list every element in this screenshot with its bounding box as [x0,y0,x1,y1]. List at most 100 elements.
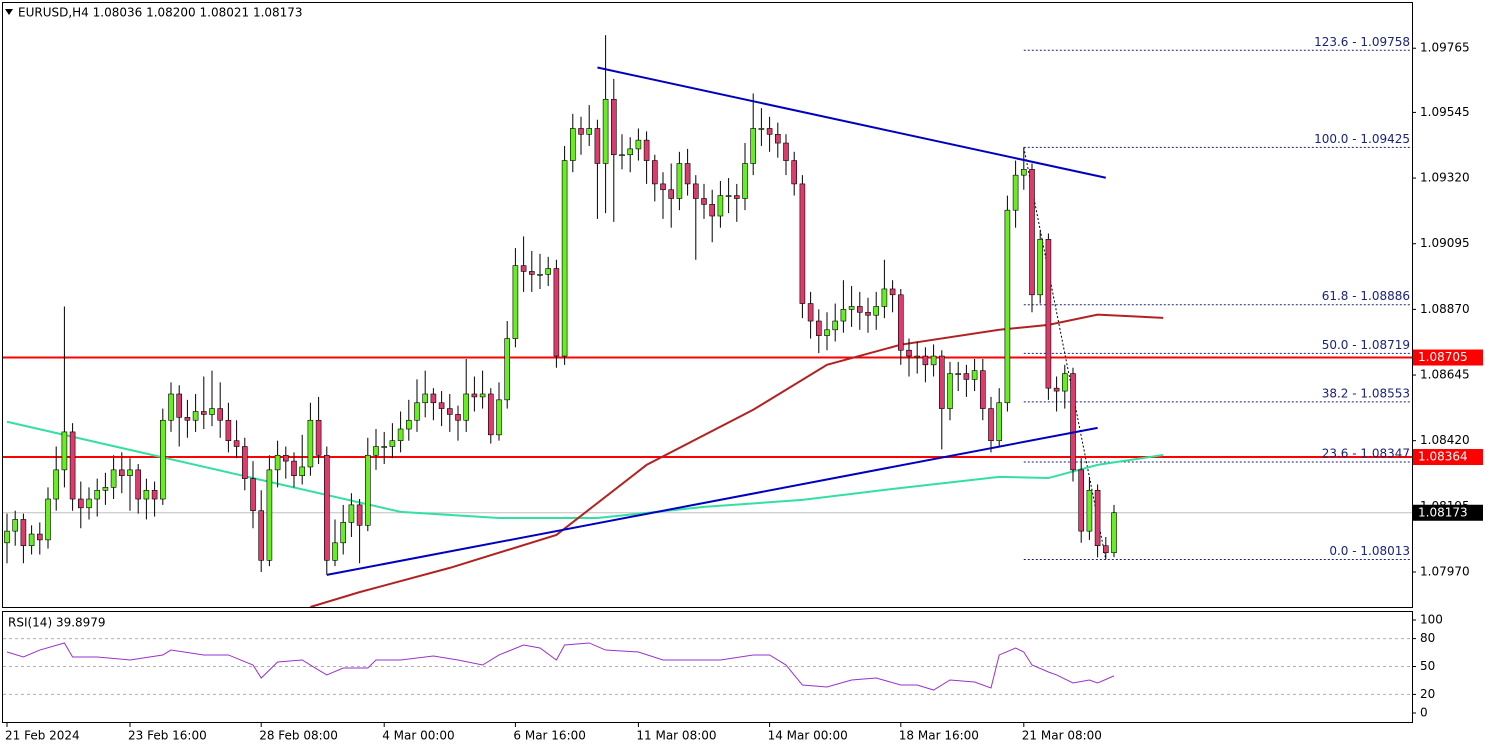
candle-body [332,542,338,561]
candle-body [463,393,470,421]
rsi-tick-label: 0 [1420,706,1428,720]
candle-body [127,469,133,476]
candle-body [881,288,888,307]
candle-body [266,469,273,561]
candle-body [414,402,420,421]
x-tick-label: 4 Mar 00:00 [382,729,455,743]
rsi-tick-label: 20 [1420,687,1435,701]
trend-line [326,426,1098,576]
candle-body [151,489,158,500]
x-tick-label: 21 Feb 2024 [5,729,80,743]
candle-body [438,402,445,409]
candle-body [824,329,830,336]
x-tick-label: 23 Feb 16:00 [128,729,207,743]
candle-body [496,399,502,436]
candle-body [750,128,757,164]
candle-body [906,349,912,357]
candle-body [1078,469,1084,532]
candle-body [914,355,921,358]
candle-body [889,288,896,296]
y-tick-label: 1.08420 [1420,433,1470,447]
fib-label: 100.0 - 1.09425 [1314,132,1410,146]
chart-title: EURUSD,H4 1.08036 1.08200 1.08021 1.0817… [18,6,303,20]
fib-label: 38.2 - 1.08553 [1322,386,1410,400]
candle-body [1004,209,1011,404]
candle-body [356,504,363,526]
candle-body [446,408,453,415]
candle-body [586,128,593,135]
candle-body [545,268,552,275]
candle-body [364,454,371,526]
candle-body [725,195,732,197]
candle-body [315,419,322,456]
candle-body [389,440,396,447]
candle-body [865,311,871,316]
candle-body [774,134,781,144]
candle-body [201,411,207,415]
y-tick-label: 1.08870 [1420,302,1470,316]
candle-body [783,142,789,161]
candle-body [340,522,347,544]
candle-body [12,519,18,532]
candle-body [135,469,141,500]
candle-body [86,498,92,509]
x-tick-label: 21 Mar 08:00 [1022,729,1102,743]
candle-body [373,446,379,456]
last-price-label: 1.08173 [1418,505,1468,519]
candle-body [225,419,232,441]
candle-body [610,98,617,156]
candle-body [192,411,199,421]
candle-body [791,160,798,185]
candle-body [922,355,929,366]
candle-body [430,393,437,404]
candle-body [1070,373,1076,471]
candle-body [45,498,51,541]
candle-body [955,373,962,375]
candle-body [487,393,494,436]
candle-body [168,393,174,421]
rsi-title: RSI(14) 39.8979 [8,616,106,630]
candle-body [963,373,970,380]
level-label-box [1413,349,1483,366]
level-label: 1.08705 [1418,350,1468,364]
candle-body [897,294,904,351]
candle-body [848,306,855,310]
candle-body [569,128,576,161]
candle-body [307,419,314,468]
candle-body [471,393,478,398]
candle-body [217,408,223,421]
candle-body [119,469,125,476]
candle-body [840,309,847,322]
candle-body [938,355,945,409]
candle-body [856,306,863,313]
candle-body [36,533,43,541]
candle-body [250,478,256,512]
candle-body [766,128,773,135]
candle-body [1062,373,1068,392]
candle-body [28,533,35,547]
candle-body [561,160,568,357]
candle-body [282,454,289,462]
candle-body [512,265,519,339]
candle-body [602,98,609,164]
candle-body [758,128,765,130]
candle-body [668,189,675,199]
candle-body [258,510,265,561]
rsi-tick-label: 50 [1420,659,1435,673]
y-tick-label: 1.09095 [1420,236,1470,250]
candle-body [1053,387,1060,392]
candle-body [504,338,511,401]
candle-body [660,183,666,191]
candle-body [78,498,84,509]
candle-body [53,469,60,500]
candle-body [1094,489,1101,547]
candle-body [684,163,691,185]
moving-average [6,420,1164,520]
candle-body [1086,489,1093,532]
candle-body [1037,239,1043,296]
candle-body [233,440,240,447]
menu-icon[interactable] [5,9,13,15]
candle-body [176,393,182,418]
